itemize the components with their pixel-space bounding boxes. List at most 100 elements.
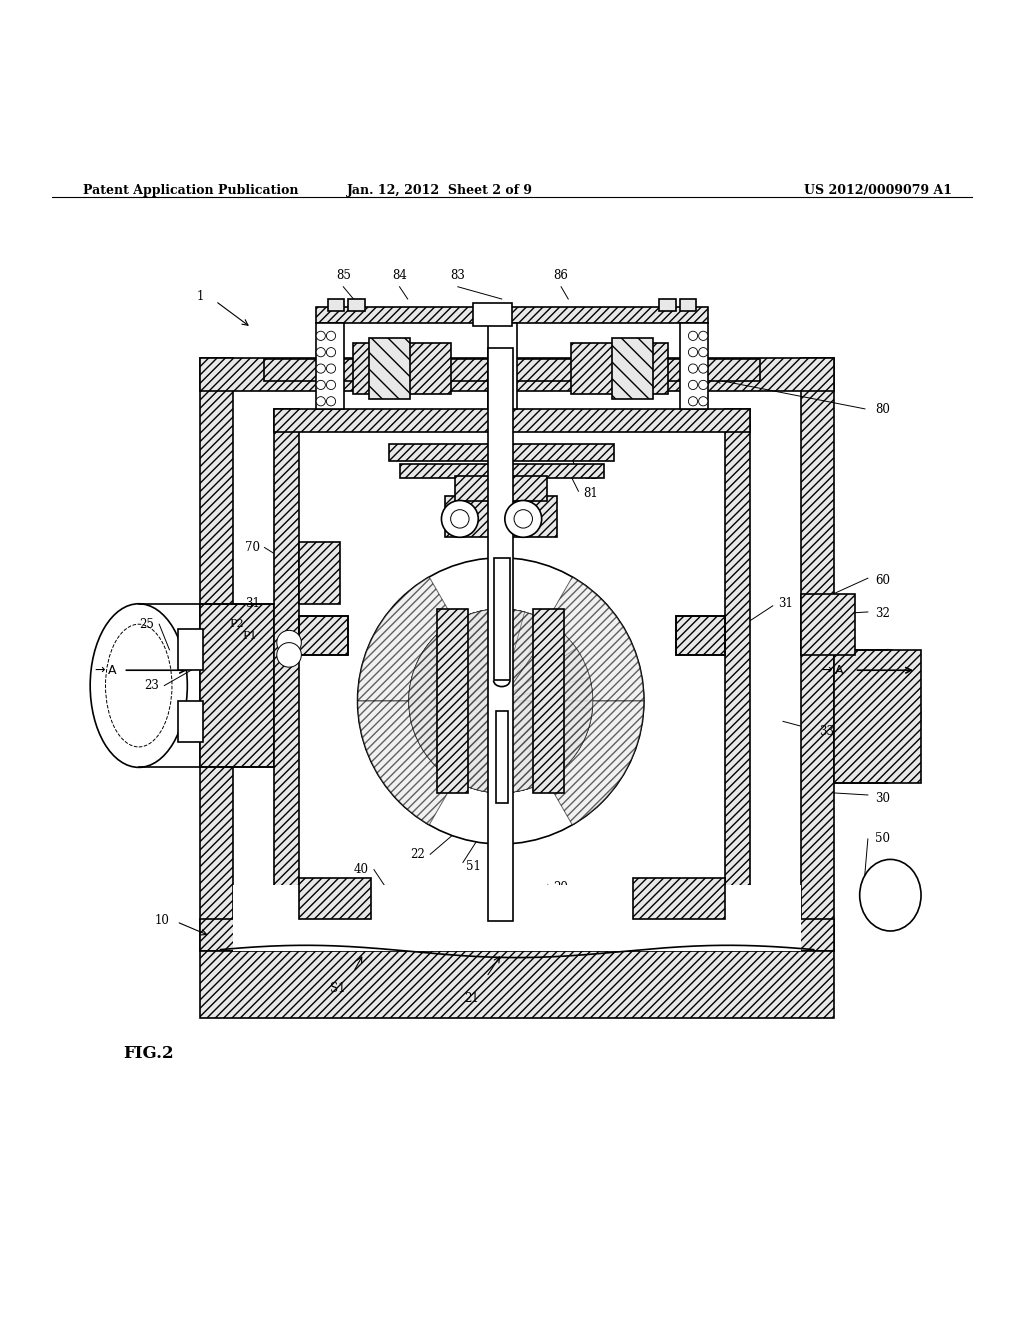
- Polygon shape: [200, 603, 273, 767]
- Polygon shape: [659, 300, 676, 312]
- Polygon shape: [612, 338, 653, 399]
- Wedge shape: [409, 609, 593, 793]
- Polygon shape: [399, 463, 604, 478]
- Polygon shape: [680, 322, 709, 409]
- Polygon shape: [455, 477, 547, 502]
- Ellipse shape: [860, 859, 921, 931]
- Wedge shape: [409, 610, 593, 793]
- Text: 81: 81: [584, 487, 598, 500]
- Polygon shape: [725, 409, 751, 919]
- Polygon shape: [177, 701, 203, 742]
- Polygon shape: [299, 616, 348, 655]
- Polygon shape: [494, 558, 510, 680]
- Wedge shape: [493, 609, 554, 701]
- Circle shape: [327, 380, 336, 389]
- Circle shape: [698, 331, 708, 341]
- Text: P1: P1: [242, 631, 257, 642]
- Wedge shape: [357, 577, 501, 701]
- Text: 33: 33: [819, 725, 834, 738]
- Polygon shape: [444, 496, 557, 537]
- Text: 1: 1: [197, 290, 204, 304]
- Text: 51: 51: [466, 861, 481, 873]
- Text: 20: 20: [553, 880, 567, 894]
- Text: $\rightarrow$A: $\rightarrow$A: [92, 664, 119, 677]
- Polygon shape: [315, 308, 709, 322]
- Polygon shape: [200, 358, 232, 952]
- Polygon shape: [200, 952, 835, 1018]
- Circle shape: [316, 397, 326, 405]
- Polygon shape: [328, 300, 344, 312]
- Circle shape: [316, 380, 326, 389]
- Text: Jan. 12, 2012  Sheet 2 of 9: Jan. 12, 2012 Sheet 2 of 9: [347, 185, 534, 198]
- Circle shape: [698, 397, 708, 405]
- Text: 86: 86: [554, 269, 568, 281]
- Wedge shape: [462, 609, 524, 701]
- Polygon shape: [369, 338, 410, 399]
- Circle shape: [698, 380, 708, 389]
- Text: 82: 82: [584, 470, 598, 482]
- Polygon shape: [232, 884, 802, 952]
- Text: P2: P2: [229, 619, 245, 630]
- Wedge shape: [409, 609, 593, 793]
- Circle shape: [698, 347, 708, 356]
- Text: S2: S2: [275, 416, 291, 428]
- Text: 31: 31: [246, 597, 260, 610]
- Polygon shape: [315, 322, 344, 409]
- Circle shape: [451, 510, 469, 528]
- Polygon shape: [534, 609, 564, 793]
- Wedge shape: [501, 577, 644, 701]
- Polygon shape: [200, 919, 835, 952]
- Circle shape: [688, 364, 697, 374]
- Text: 84: 84: [392, 269, 407, 281]
- Text: FIG.2: FIG.2: [124, 1045, 174, 1063]
- Ellipse shape: [90, 603, 187, 767]
- Polygon shape: [496, 711, 508, 803]
- Text: 70: 70: [246, 541, 260, 554]
- Text: 83: 83: [451, 269, 465, 281]
- Circle shape: [688, 397, 697, 405]
- Polygon shape: [200, 358, 835, 391]
- Text: 23: 23: [144, 678, 159, 692]
- Text: 22: 22: [411, 847, 425, 861]
- Polygon shape: [802, 358, 835, 952]
- Circle shape: [276, 631, 301, 655]
- Text: 40: 40: [354, 863, 369, 876]
- Polygon shape: [437, 609, 468, 793]
- Ellipse shape: [854, 649, 921, 783]
- Polygon shape: [177, 630, 203, 671]
- Text: 85: 85: [336, 269, 350, 281]
- Polygon shape: [488, 348, 513, 921]
- Circle shape: [327, 331, 336, 341]
- Text: 21: 21: [464, 993, 478, 1006]
- Circle shape: [441, 500, 478, 537]
- Polygon shape: [299, 543, 340, 603]
- Circle shape: [688, 331, 697, 341]
- Circle shape: [316, 331, 326, 341]
- Polygon shape: [680, 300, 696, 312]
- Circle shape: [327, 347, 336, 356]
- Text: 80: 80: [876, 403, 890, 416]
- Circle shape: [276, 643, 301, 667]
- Circle shape: [688, 347, 697, 356]
- Polygon shape: [273, 409, 299, 919]
- Polygon shape: [273, 409, 751, 432]
- Text: 10: 10: [155, 915, 169, 927]
- Wedge shape: [409, 609, 593, 793]
- Polygon shape: [273, 894, 751, 919]
- Polygon shape: [571, 343, 669, 395]
- Circle shape: [327, 397, 336, 405]
- Wedge shape: [435, 610, 501, 701]
- Text: 60: 60: [876, 574, 890, 586]
- Text: 32: 32: [876, 607, 890, 620]
- Polygon shape: [353, 343, 451, 395]
- Text: 50: 50: [876, 833, 890, 845]
- Polygon shape: [488, 322, 517, 409]
- Circle shape: [514, 510, 532, 528]
- Text: 61: 61: [452, 605, 466, 618]
- Text: 25: 25: [139, 618, 154, 631]
- Circle shape: [357, 558, 644, 843]
- Polygon shape: [389, 445, 614, 461]
- Text: US 2012/0009079 A1: US 2012/0009079 A1: [804, 185, 951, 198]
- Text: 30: 30: [876, 792, 890, 805]
- Polygon shape: [473, 304, 512, 326]
